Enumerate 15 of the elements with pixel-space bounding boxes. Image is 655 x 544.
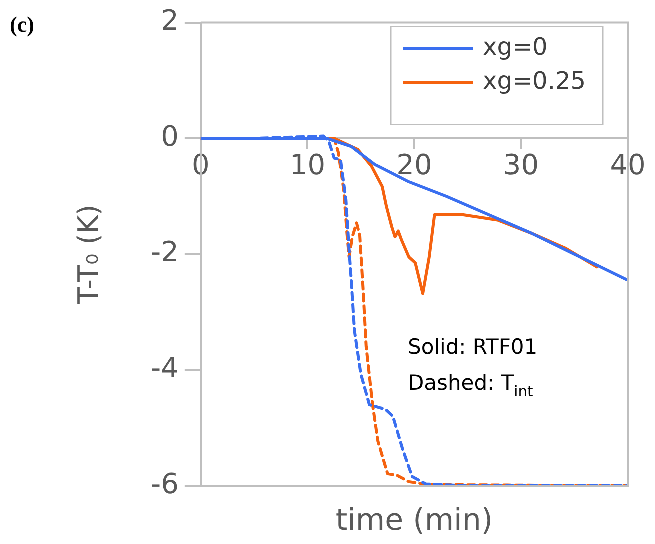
legend-label: xg=0.25 [483, 67, 586, 96]
y-tick-label: 2 [161, 4, 179, 38]
y-tick-label: -2 [150, 236, 179, 269]
y-tick-label: -6 [150, 467, 179, 500]
x-tick-label: 20 [396, 148, 432, 182]
annotation: Solid: RTF01 [408, 335, 538, 359]
y-tick-label: 0 [161, 120, 179, 153]
y-axis-title: T-T₀ (K) [72, 204, 105, 306]
x-tick-label: 40 [610, 148, 646, 182]
x-axis-title: time (min) [336, 503, 494, 538]
y-tick-label: -4 [150, 351, 179, 384]
x-tick-label: 10 [290, 148, 326, 182]
text: (c) [10, 12, 34, 37]
x-tick-label: 30 [503, 148, 540, 182]
legend-label: xg=0 [483, 33, 548, 62]
